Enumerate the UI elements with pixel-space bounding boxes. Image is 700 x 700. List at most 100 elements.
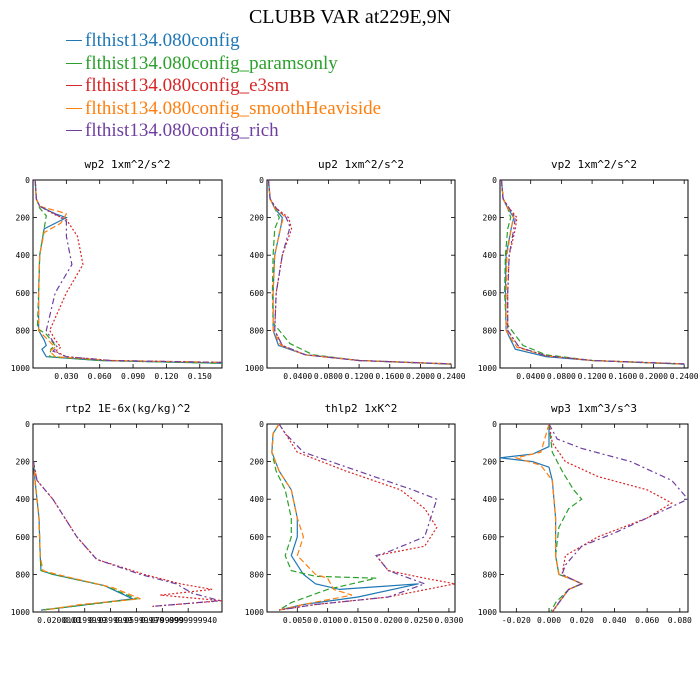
x-tick-label: -0.020	[502, 616, 531, 625]
plot-frame	[499, 423, 689, 613]
x-tick-label: 0.0999999940	[159, 616, 217, 625]
page-title: CLUBB VAR at229E,9N	[248, 6, 452, 28]
chart-title: thlp2 1xK^2	[325, 402, 398, 415]
series-line-3	[500, 180, 685, 365]
chart-panel-3: vp2 1xm^2/s^2 0 200 400 600 800 1000 0.0400 0.08…	[478, 158, 699, 381]
y-tick-label: 400	[16, 251, 31, 260]
x-tick-label: 0.0150	[344, 616, 373, 625]
x-tick-label: 0.0199999	[63, 616, 107, 625]
x-tick-label: 0.0100	[313, 616, 342, 625]
x-tick-label: 0.0200000	[37, 616, 81, 625]
series-line-2	[267, 180, 452, 365]
y-tick-label: 1000	[245, 608, 264, 617]
y-tick-label: 800	[16, 570, 31, 579]
x-tick-label: 0.060	[88, 372, 112, 381]
series-line-5	[33, 461, 221, 607]
series-line-3	[548, 424, 673, 612]
y-tick-label: 0	[259, 176, 264, 185]
x-tick-label: 0.0599999	[115, 616, 159, 625]
x-tick-label: 0.020	[570, 616, 594, 625]
series-line-2	[271, 424, 377, 611]
y-tick-label: 400	[250, 495, 265, 504]
legend-item: flthist134.080config_rich	[66, 120, 381, 143]
x-tick-label: 0.0200	[374, 616, 403, 625]
x-tick-label: 0.1600	[608, 372, 637, 381]
chart-panel-6: wp3 1xm^3/s^3 0 200 400 600 800 1000 -0.020 0.00…	[478, 402, 692, 625]
y-tick-label: 800	[16, 326, 31, 335]
x-tick-label: 0.2400	[437, 372, 466, 381]
series-line-4	[271, 424, 353, 611]
y-tick-label: 800	[483, 570, 498, 579]
y-tick-label: 0	[25, 176, 30, 185]
y-tick-label: 600	[16, 533, 31, 542]
series-line-2	[500, 180, 685, 365]
x-tick-label: 0.1200	[578, 372, 607, 381]
y-tick-label: 0	[25, 420, 30, 429]
legend-label: flthist134.080config_smoothHeaviside	[85, 97, 382, 119]
x-tick-label: 0.150	[188, 372, 212, 381]
x-tick-label: 0.1600	[375, 372, 404, 381]
plot-frame	[32, 179, 223, 369]
legend-label: flthist134.080config_rich	[85, 120, 279, 141]
series-line-3	[33, 461, 222, 607]
legend-swatch	[66, 107, 82, 109]
series-line-2	[33, 461, 139, 611]
y-tick-label: 400	[16, 495, 31, 504]
y-tick-label: 600	[250, 533, 265, 542]
series-line-5	[548, 424, 688, 612]
x-tick-label: 0.0050	[283, 616, 312, 625]
y-tick-label: 600	[16, 289, 31, 298]
chart-panel-5: thlp2 1xK^2 0 200 400 600 800 1000 0.0050 0.0100…	[245, 402, 464, 625]
y-tick-label: 1000	[11, 608, 30, 617]
x-tick-label: 0.1200	[345, 372, 374, 381]
y-tick-label: 0	[492, 420, 497, 429]
y-tick-label: 800	[250, 570, 265, 579]
x-tick-label: 0.090	[121, 372, 145, 381]
x-tick-label: 0.0400	[283, 372, 312, 381]
y-tick-label: 200	[483, 458, 498, 467]
x-tick-label: 0.0800	[314, 372, 343, 381]
y-tick-label: 400	[250, 251, 265, 260]
chart-panel-2: up2 1xm^2/s^2 0 200 400 600 800 1000 0.0400 0.08…	[245, 158, 466, 381]
legend-item: flthist134.080config_smoothHeaviside	[66, 98, 381, 121]
legend-swatch	[66, 40, 82, 42]
y-tick-label: 1000	[478, 364, 497, 373]
legend-swatch	[66, 85, 82, 87]
legend-label: flthist134.080config	[85, 30, 240, 51]
series-line-1	[267, 180, 452, 365]
series-line-4	[33, 461, 141, 611]
series-line-3	[278, 424, 455, 611]
legend-label: flthist134.080config_e3sm	[85, 75, 290, 96]
plot-frame	[266, 423, 456, 613]
y-tick-label: 800	[250, 326, 265, 335]
series-line-5	[34, 180, 222, 363]
chart-title: wp2 1xm^2/s^2	[84, 158, 170, 171]
y-tick-label: 200	[16, 458, 31, 467]
legend: flthist134.080config flthist134.080confi…	[66, 30, 381, 143]
chart-title: wp3 1xm^3/s^3	[551, 402, 637, 415]
y-tick-label: 600	[483, 533, 498, 542]
legend-swatch	[66, 130, 82, 132]
series-line-2	[34, 180, 222, 364]
y-tick-label: 200	[483, 214, 498, 223]
y-tick-label: 1000	[11, 364, 30, 373]
x-tick-label: 0.0799999	[141, 616, 185, 625]
series-line-1	[271, 424, 419, 611]
series-line-5	[278, 424, 438, 611]
y-tick-label: 0	[492, 176, 497, 185]
legend-swatch	[66, 62, 82, 64]
x-tick-label: 0.2400	[670, 372, 699, 381]
chart-title: vp2 1xm^2/s^2	[551, 158, 637, 171]
y-tick-label: 400	[483, 495, 498, 504]
y-tick-label: 800	[483, 326, 498, 335]
y-tick-label: 1000	[245, 364, 264, 373]
series-line-1	[33, 461, 135, 611]
x-tick-label: 0.0250	[404, 616, 433, 625]
series-line-1	[34, 180, 222, 364]
series-line-5	[267, 180, 452, 365]
series-line-1	[500, 180, 685, 365]
x-tick-label: 0.2000	[639, 372, 668, 381]
y-tick-label: 600	[250, 289, 265, 298]
series-line-4	[34, 180, 222, 363]
series-line-3	[34, 180, 222, 363]
